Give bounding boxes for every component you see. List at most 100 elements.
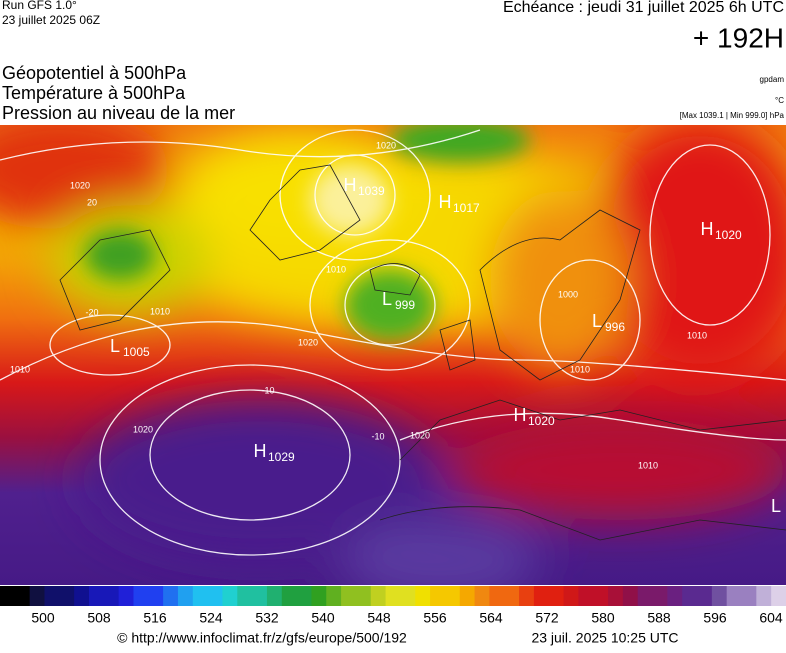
- colorbar-swatch: [415, 586, 431, 606]
- center-value: 1005: [123, 345, 150, 359]
- colorbar-swatch: [370, 586, 387, 606]
- echeance: Echéance : jeudi 31 juillet 2025 6h UTC: [503, 0, 784, 16]
- isobar-label: 1010: [570, 364, 590, 374]
- run-date: 23 juillet 2025 06Z: [2, 13, 100, 27]
- colorbar-swatch: [459, 586, 476, 606]
- isobar-label: 1000: [558, 289, 578, 299]
- colorbar-swatch: [622, 586, 639, 606]
- center-letter: H: [439, 192, 452, 212]
- colorbar-swatch: [400, 586, 416, 606]
- center-value: 1020: [528, 414, 555, 428]
- colorbar-swatch: [519, 586, 535, 606]
- colorbar-swatch: [148, 586, 164, 606]
- center-letter: H: [344, 175, 357, 195]
- colorbar-swatch: [0, 586, 16, 606]
- colorbar-swatch: [355, 586, 372, 606]
- isobar-label: 1010: [326, 264, 346, 274]
- colorbar-swatch: [563, 586, 579, 606]
- colorbar-swatch: [504, 586, 520, 606]
- colorbar-swatch: [74, 586, 90, 606]
- colorbar-swatch: [14, 586, 31, 606]
- colorbar-swatch: [430, 586, 446, 606]
- map: [0, 125, 786, 585]
- colorbar-swatch: [385, 586, 401, 606]
- pressure-range: [Max 1039.1 | Min 999.0] hPa: [680, 111, 785, 120]
- isobar-label: -10: [261, 385, 274, 395]
- colorbar-swatch: [207, 586, 223, 606]
- footer-date: 23 juil. 2025 10:25 UTC: [531, 630, 678, 646]
- field: Géopotentiel à 500hPa: [2, 63, 187, 83]
- center-value: 1017: [453, 201, 480, 215]
- colorbar-swatch: [296, 586, 312, 606]
- footer-url: © http://www.infoclimat.fr/z/gfs/europe/…: [117, 630, 407, 646]
- colorbar-swatch: [281, 586, 298, 606]
- colorbar-tick-label: 532: [255, 610, 279, 626]
- colorbar-tick-label: 596: [703, 610, 727, 626]
- colorbar-swatch: [311, 586, 327, 606]
- colorbar-swatch: [533, 586, 550, 606]
- lead-time: + 192H: [693, 22, 784, 53]
- colorbar-swatch: [608, 586, 624, 606]
- isobar-label: 1020: [70, 180, 90, 190]
- center-letter: L: [110, 336, 120, 356]
- isobar-label: 20: [87, 197, 97, 207]
- colorbar-tick-label: 548: [367, 610, 391, 626]
- isobar-label: 1020: [376, 140, 396, 150]
- center-letter: H: [254, 441, 267, 461]
- colorbar-tick-label: 572: [535, 610, 559, 626]
- colorbar-swatch: [711, 586, 728, 606]
- isobar-label: 1020: [133, 424, 153, 434]
- colorbar-swatch: [652, 586, 668, 606]
- center-letter: H: [701, 219, 714, 239]
- colorbar-swatch: [326, 586, 342, 606]
- colorbar-swatch: [88, 586, 105, 606]
- run: Run GFS 1.0°: [2, 0, 77, 12]
- colorbar-swatch: [118, 586, 134, 606]
- colorbar-swatch: [133, 586, 149, 606]
- center-letter: L: [592, 311, 602, 331]
- colorbar-tick-label: 500: [31, 610, 55, 626]
- colorbar-tick-label: 580: [591, 610, 615, 626]
- colorbar-swatch: [697, 586, 713, 606]
- center-value: 1039: [358, 184, 385, 198]
- colorbar-swatch: [266, 586, 283, 606]
- center-letter: H: [514, 405, 527, 425]
- unit: gpdam: [760, 75, 785, 84]
- colorbar-swatch: [637, 586, 654, 606]
- colorbar-swatch: [192, 586, 209, 606]
- colorbar-swatch: [682, 586, 698, 606]
- center-letter: L: [382, 289, 392, 309]
- colorbar-swatch: [163, 586, 179, 606]
- colorbar-swatch: [341, 586, 357, 606]
- unit: °C: [775, 96, 784, 105]
- center-letter: L: [771, 496, 781, 516]
- center-value: 1029: [268, 450, 295, 464]
- colorbar-swatch: [237, 586, 253, 606]
- isobar-label: 1020: [298, 337, 318, 347]
- colorbar-tick-label: 540: [311, 610, 335, 626]
- colorbar-tick-label: 604: [759, 610, 783, 626]
- colorbar-swatch: [593, 586, 609, 606]
- colorbar-swatch: [59, 586, 75, 606]
- colorbar-swatch: [444, 586, 461, 606]
- colorbar-swatch: [222, 586, 238, 606]
- colorbar-tick-label: 588: [647, 610, 671, 626]
- colorbar-swatch: [29, 586, 45, 606]
- isobar-label: -20: [85, 307, 98, 317]
- colorbar-swatch: [726, 586, 743, 606]
- colorbar-tick-label: 508: [87, 610, 111, 626]
- field: Température à 500hPa: [2, 83, 186, 103]
- isobar-label: 1010: [687, 330, 707, 340]
- colorbar-tick-label: 564: [479, 610, 503, 626]
- colorbar-swatch: [548, 586, 565, 606]
- isobar-label: 1010: [150, 306, 170, 316]
- colorbar-tick-label: 556: [423, 610, 447, 626]
- center-value: 999: [395, 298, 415, 312]
- isobar-label: -10: [371, 431, 384, 441]
- colorbar-tick-label: 516: [143, 610, 167, 626]
- colorbar-swatch: [489, 586, 505, 606]
- colorbar-swatch: [103, 586, 120, 606]
